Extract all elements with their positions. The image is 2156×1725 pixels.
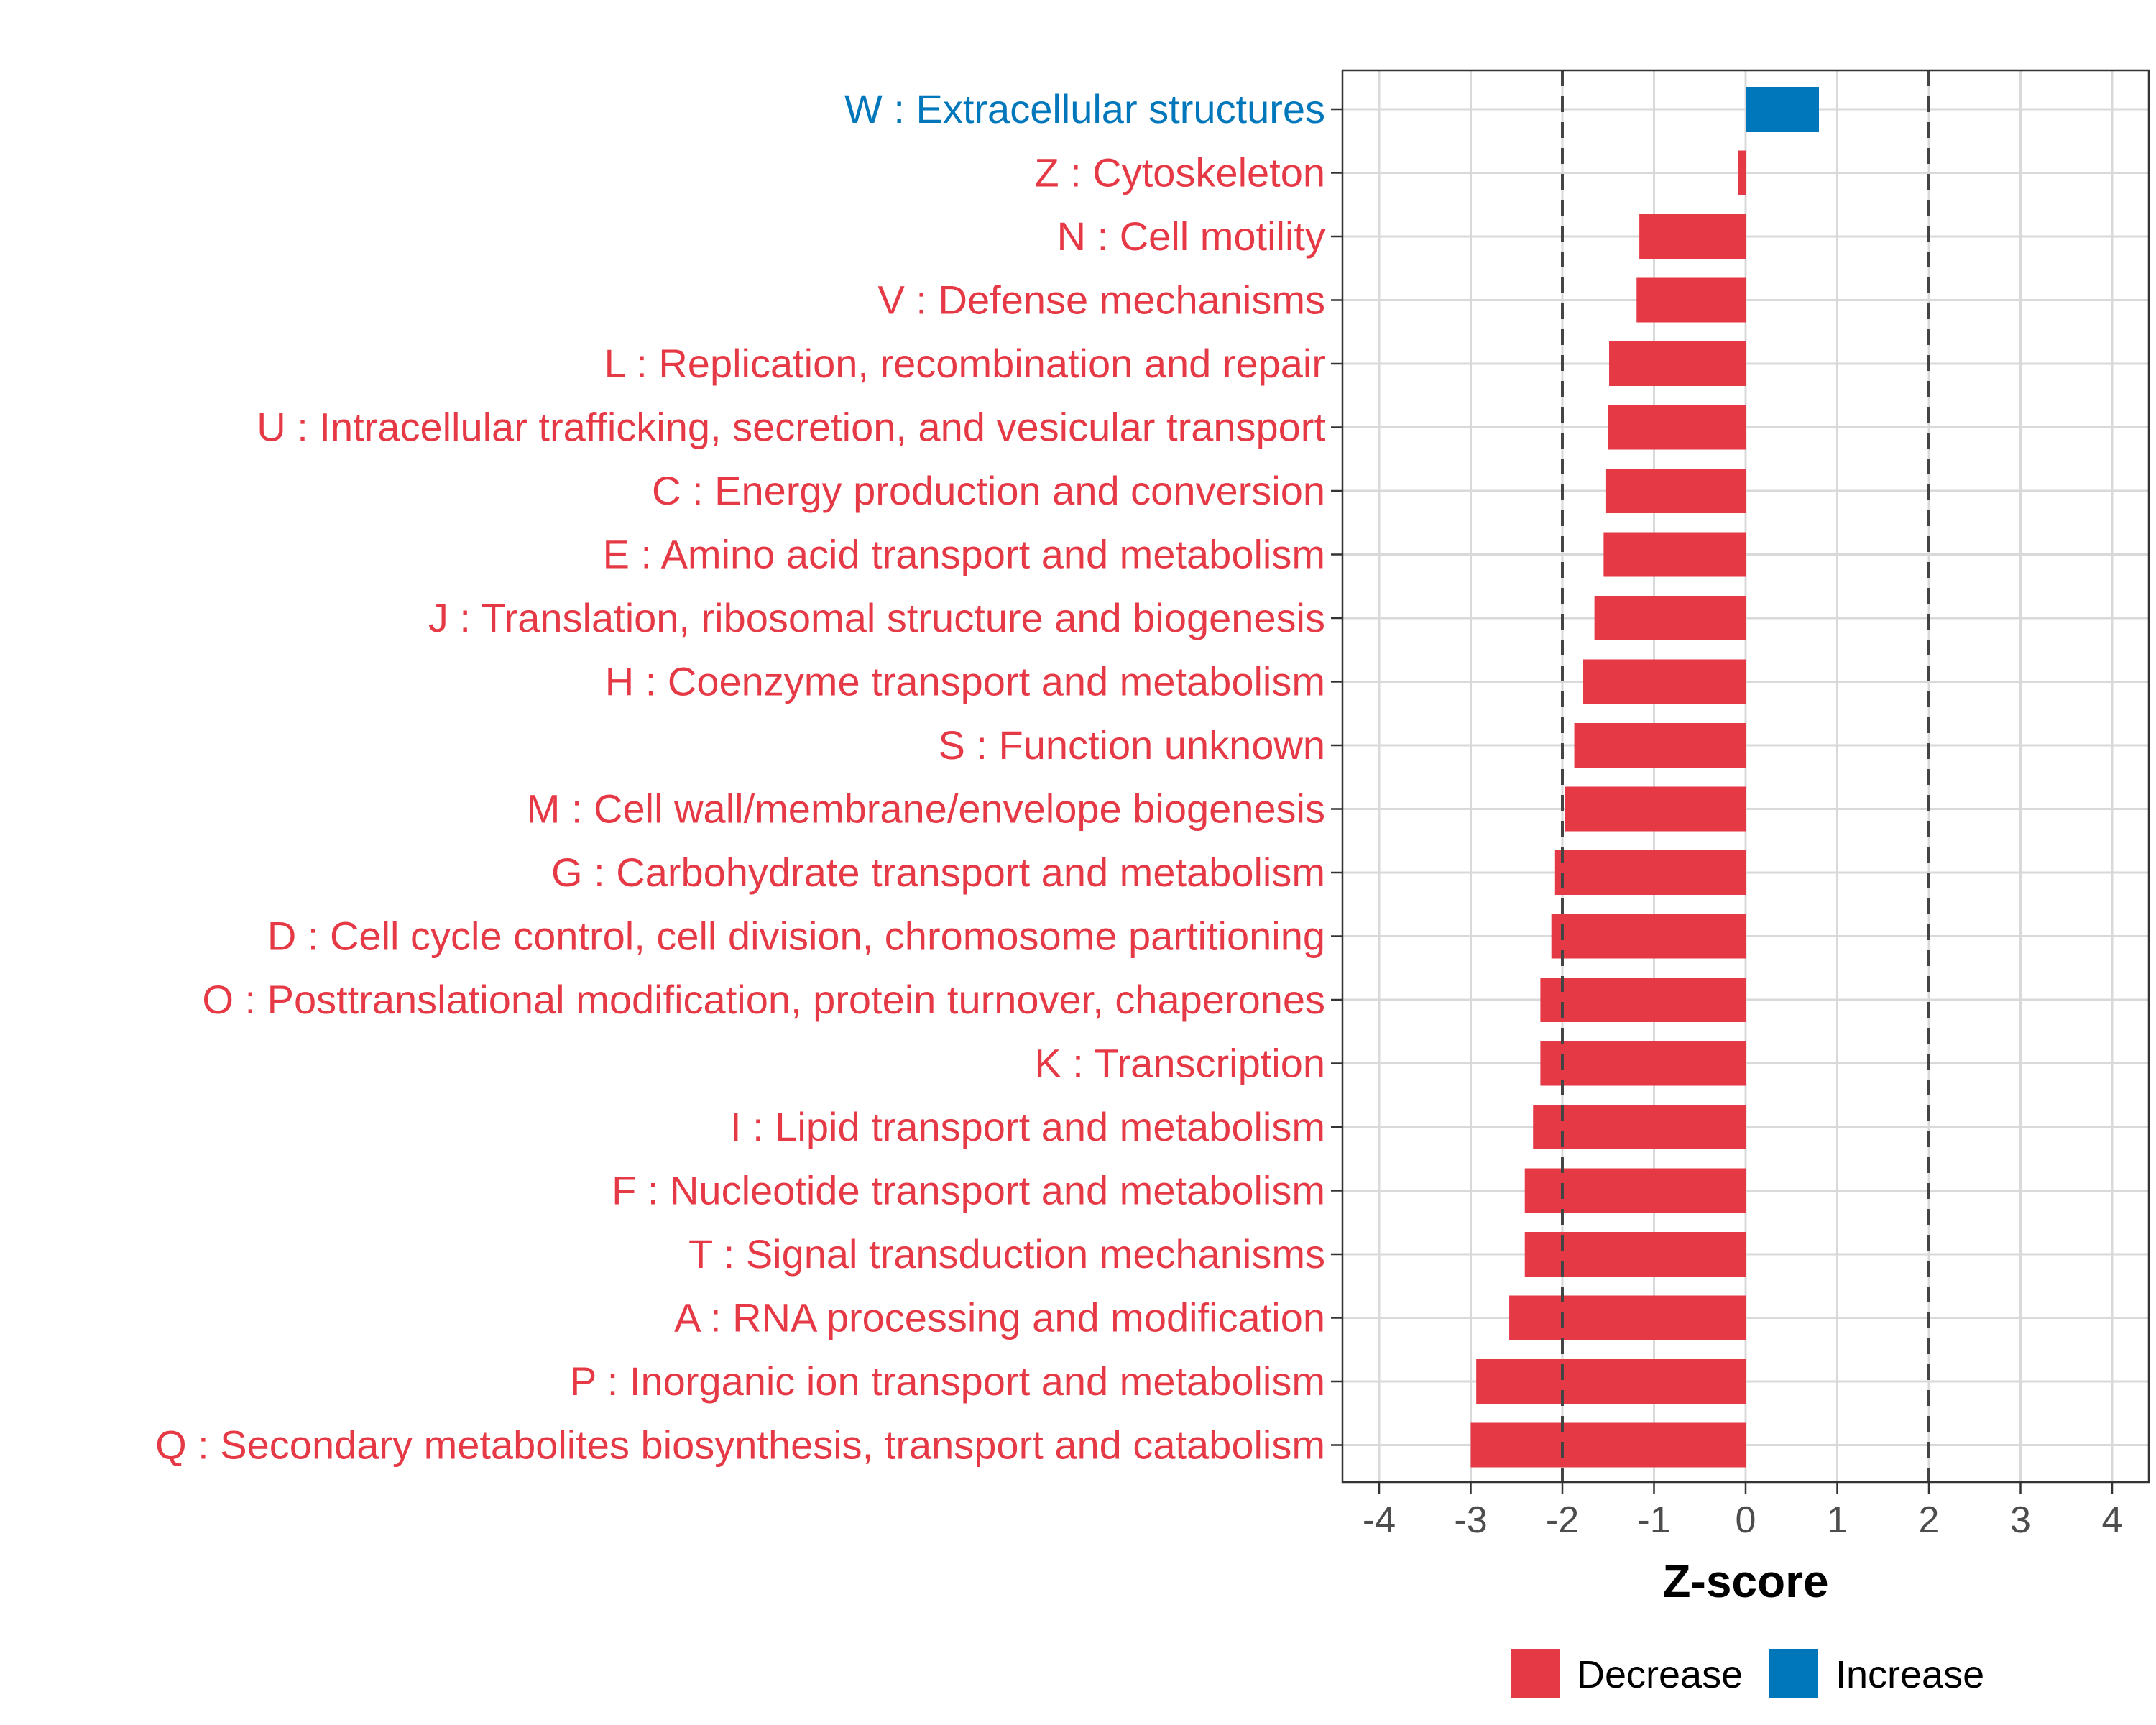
bar [1639, 214, 1746, 259]
category-label: E : Amino acid transport and metabolism [603, 532, 1325, 577]
bar [1551, 914, 1746, 959]
bar [1524, 1232, 1746, 1276]
reference-lines [1561, 70, 1930, 1482]
x-tick-label: 0 [1736, 1499, 1756, 1541]
category-label: V : Defense mechanisms [878, 277, 1325, 323]
x-axis-title: Z-score [1662, 1555, 1828, 1607]
x-tick-label: 1 [1827, 1499, 1848, 1541]
category-label: J : Translation, ribosomal structure and… [428, 595, 1325, 640]
category-label: N : Cell motility [1057, 213, 1325, 259]
bar [1554, 850, 1746, 895]
legend-key-increase [1769, 1649, 1818, 1698]
bar [1609, 341, 1746, 386]
x-tick-label: -4 [1363, 1499, 1396, 1541]
category-label: Q : Secondary metabolites biosynthesis, … [155, 1422, 1325, 1468]
bar [1636, 277, 1746, 323]
category-label: K : Transcription [1034, 1041, 1325, 1086]
bar [1540, 978, 1746, 1022]
category-label: U : Intracellular trafficking, secretion… [257, 405, 1325, 450]
bar [1565, 786, 1746, 832]
bar [1509, 1295, 1746, 1340]
category-label: M : Cell wall/membrane/envelope biogenes… [527, 786, 1325, 832]
axis-ticks [1331, 108, 2114, 1494]
x-tick-label: -3 [1454, 1499, 1487, 1541]
category-label: O : Posttranslational modification, prot… [202, 977, 1325, 1022]
legend-label-decrease: Decrease [1577, 1653, 1743, 1696]
category-label: T : Signal transduction mechanisms [688, 1231, 1325, 1276]
x-tick-label: 4 [2102, 1499, 2123, 1541]
x-tick-label: -1 [1637, 1499, 1670, 1541]
bar [1594, 596, 1746, 640]
bar [1603, 532, 1746, 577]
legend: Decrease Increase [1511, 1649, 1984, 1698]
category-label: I : Lipid transport and metabolism [730, 1104, 1325, 1149]
category-label: W : Extracellular structures [844, 86, 1325, 132]
category-label: F : Nucleotide transport and metabolism [612, 1168, 1325, 1213]
legend-key-decrease [1511, 1649, 1560, 1698]
bar [1524, 1168, 1746, 1213]
category-label: H : Coenzyme transport and metabolism [605, 659, 1325, 704]
bar [1540, 1041, 1746, 1086]
bar [1533, 1105, 1746, 1149]
x-tick-labels: -4 -3 -2 -1 0 1 2 3 4 [1363, 1499, 2123, 1541]
bar [1605, 469, 1746, 513]
category-label: G : Carbohydrate transport and metabolis… [551, 850, 1325, 895]
bar [1583, 659, 1746, 704]
category-label: L : Replication, recombination and repai… [604, 341, 1325, 386]
bars [1470, 87, 1819, 1468]
category-label: Z : Cytoskeleton [1034, 150, 1325, 196]
bar [1476, 1359, 1746, 1404]
x-tick-label: 3 [2010, 1499, 2031, 1541]
category-label: A : RNA processing and modification [674, 1295, 1325, 1340]
category-label: S : Function unknown [938, 722, 1325, 768]
bar [1608, 405, 1746, 450]
category-labels: W : Extracellular structures Z : Cytoskel… [155, 86, 1325, 1468]
category-label: D : Cell cycle control, cell division, c… [267, 914, 1325, 959]
bar [1738, 150, 1746, 196]
bar [1574, 723, 1746, 768]
category-label: P : Inorganic ion transport and metaboli… [570, 1358, 1325, 1404]
x-tick-label: 2 [1919, 1499, 1940, 1541]
category-label: C : Energy production and conversion [652, 468, 1325, 513]
x-tick-label: -2 [1546, 1499, 1579, 1541]
bar [1470, 1422, 1746, 1468]
legend-label-increase: Increase [1835, 1653, 1984, 1696]
bar [1746, 87, 1819, 132]
